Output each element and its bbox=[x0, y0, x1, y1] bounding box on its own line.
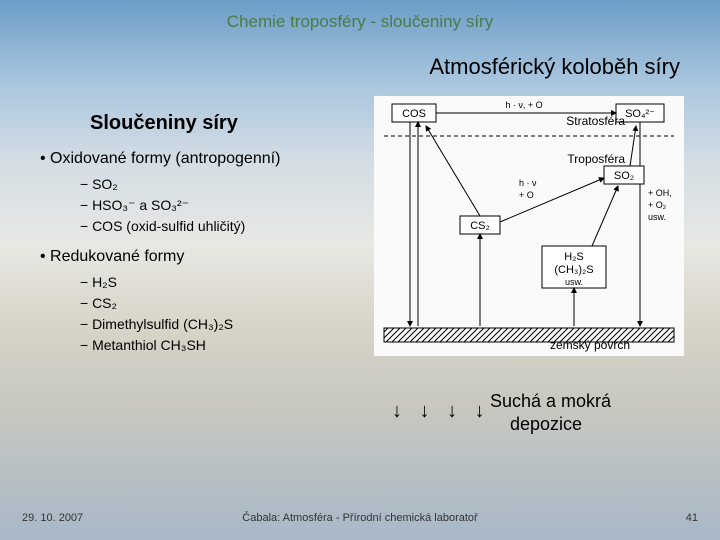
page-number: 41 bbox=[686, 512, 698, 524]
subtitle: Sloučeniny síry bbox=[90, 112, 238, 135]
list-item: − Dimethylsulfid (CH₃)₂S bbox=[80, 314, 233, 335]
sublist-oxidized: − SO₂ − HSO₃⁻ a SO₃²⁻ − COS (oxid-sulfid… bbox=[80, 174, 245, 237]
main-title: Atmosférický koloběh síry bbox=[429, 54, 680, 80]
list-item: − SO₂ bbox=[80, 174, 245, 195]
svg-text:+ O₂: + O₂ bbox=[648, 200, 667, 210]
svg-text:h · ν, + O: h · ν, + O bbox=[505, 100, 542, 110]
svg-text:usw.: usw. bbox=[565, 277, 583, 287]
deposition-line2: depozice bbox=[490, 413, 611, 436]
svg-text:COS: COS bbox=[402, 108, 426, 120]
svg-text:SO₄²⁻: SO₄²⁻ bbox=[625, 108, 655, 120]
bullet-reduced: • Redukované formy bbox=[40, 248, 184, 266]
svg-text:h · ν: h · ν bbox=[519, 178, 537, 188]
svg-text:usw.: usw. bbox=[648, 212, 666, 222]
sublist-reduced: − H₂S − CS₂ − Dimethylsulfid (CH₃)₂S − M… bbox=[80, 272, 233, 356]
footer-center: Čabala: Atmosféra - Přírodní chemická la… bbox=[242, 512, 477, 524]
list-item: − HSO₃⁻ a SO₃²⁻ bbox=[80, 195, 245, 216]
svg-text:H₂S: H₂S bbox=[564, 251, 584, 263]
svg-text:CS₂: CS₂ bbox=[470, 220, 490, 232]
list-item: − H₂S bbox=[80, 272, 233, 293]
sulfur-cycle-diagram: COS SO₄²⁻ h · ν, + O CS₂ SO₂ h · ν + O +… bbox=[374, 96, 684, 356]
deposition-arrows-icon: ↓ ↓ ↓ ↓ bbox=[392, 400, 491, 423]
list-item: − Metanthiol CH₃SH bbox=[80, 335, 233, 356]
svg-text:+ OH,: + OH, bbox=[648, 188, 672, 198]
label-troposphere: Troposféra bbox=[567, 152, 625, 166]
footer-date: 29. 10. 2007 bbox=[22, 512, 83, 524]
label-ground: zemský povrch bbox=[550, 338, 630, 352]
svg-text:+ O: + O bbox=[519, 190, 534, 200]
svg-text:(CH₃)₂S: (CH₃)₂S bbox=[554, 264, 593, 276]
svg-text:SO₂: SO₂ bbox=[614, 170, 634, 182]
bullet-oxidized: • Oxidované formy (antropogenní) bbox=[40, 150, 280, 168]
deposition-text: Suchá a mokrá depozice bbox=[490, 390, 611, 437]
slide-title: Chemie troposféry - sloučeniny síry bbox=[0, 0, 720, 32]
deposition-line1: Suchá a mokrá bbox=[490, 390, 611, 413]
list-item: − COS (oxid-sulfid uhličitý) bbox=[80, 216, 245, 237]
label-stratosphere: Stratosféra bbox=[566, 114, 625, 128]
list-item: − CS₂ bbox=[80, 293, 233, 314]
